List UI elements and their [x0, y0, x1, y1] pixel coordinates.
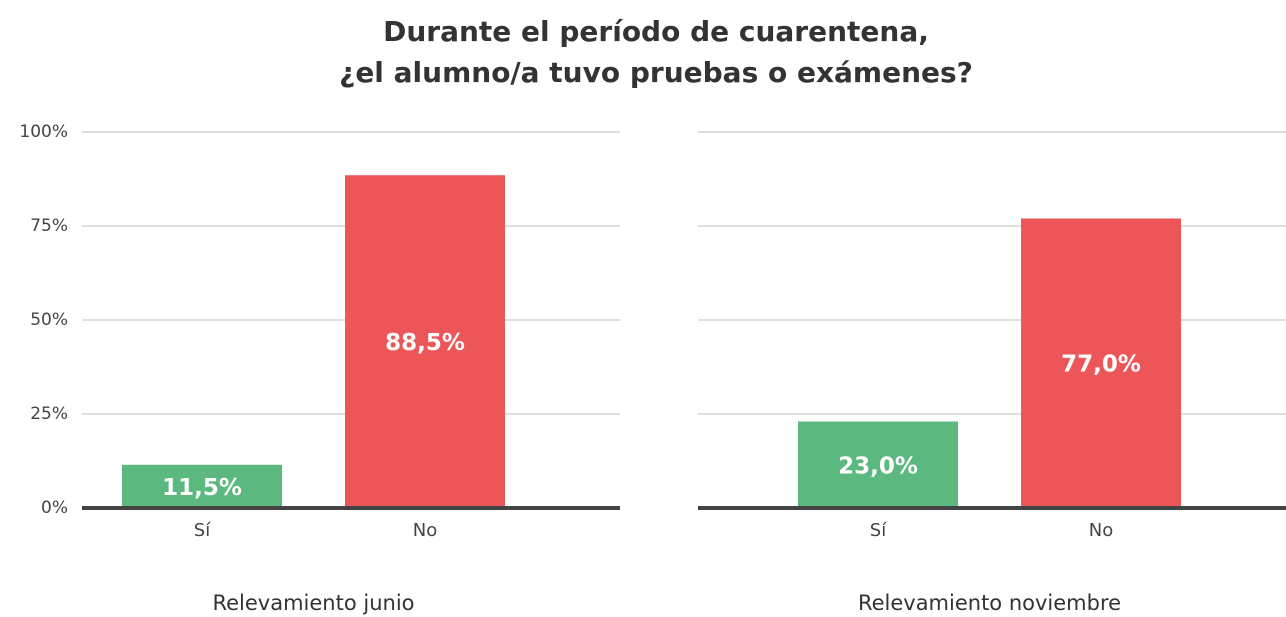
y-tick-label: 75% [30, 216, 68, 236]
value-label: 77,0% [1061, 352, 1141, 378]
y-tick-label: 100% [19, 122, 68, 142]
x-tick-label: No [413, 520, 437, 541]
chart-title: ¿el alumno/a tuvo pruebas o exámenes? [339, 56, 973, 89]
chart-title: Durante el período de cuarentena, [383, 15, 929, 48]
bar [122, 464, 282, 508]
x-tick-label: No [1089, 520, 1113, 541]
x-tick-label: Sí [870, 520, 887, 541]
x-axis-label: Relevamiento junio [212, 591, 414, 615]
y-tick-label: 25% [30, 404, 68, 424]
x-axis-label: Relevamiento noviembre [858, 591, 1121, 615]
bar [798, 421, 958, 508]
x-tick-label: Sí [194, 520, 211, 541]
bar [1021, 218, 1181, 509]
y-tick-label: 0% [41, 498, 68, 518]
value-label: 23,0% [838, 453, 918, 479]
value-label: 88,5% [385, 330, 465, 356]
value-label: 11,5% [162, 475, 242, 501]
bar [345, 175, 505, 509]
y-tick-label: 50% [30, 310, 68, 330]
